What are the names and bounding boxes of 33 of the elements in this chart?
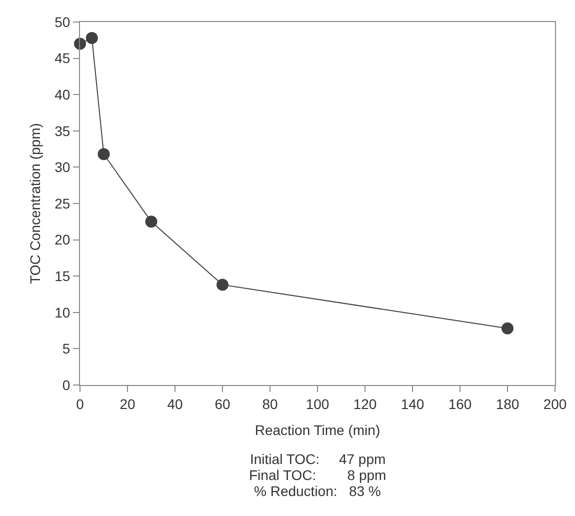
x-tick-label: 200 xyxy=(543,396,567,412)
point xyxy=(86,32,98,44)
y-tick-label: 45 xyxy=(54,50,70,66)
point xyxy=(98,148,110,160)
y-tick-label: 35 xyxy=(54,122,70,139)
x-tick-label: 120 xyxy=(353,396,377,412)
y-tick-label: 10 xyxy=(54,304,70,320)
y-tick-label: 15 xyxy=(54,268,70,284)
y-tick-label: 30 xyxy=(54,159,70,176)
y-tick-label: 5 xyxy=(62,340,70,357)
text: % Reduction: 83 % xyxy=(254,483,381,499)
x-tick-label: 180 xyxy=(496,396,520,412)
y-axis-title: TOC Concentration (ppm) xyxy=(27,123,44,284)
x-tick-label: 20 xyxy=(120,396,136,412)
x-tick-label: 60 xyxy=(214,396,230,412)
text: Initial TOC: 47 ppm xyxy=(250,451,386,467)
x-tick-label: 100 xyxy=(306,396,330,412)
x-tick-label: 80 xyxy=(262,396,278,412)
y-tick-label: 0 xyxy=(62,376,70,393)
point xyxy=(145,216,158,228)
text: Final TOC: 8 ppm xyxy=(249,467,386,483)
x-tick-label: 0 xyxy=(76,396,84,412)
point xyxy=(74,38,86,50)
x-tick-label: 40 xyxy=(167,396,183,412)
y-tick-label: 40 xyxy=(54,86,70,102)
x-axis-title: Reaction Time (min) xyxy=(254,422,380,438)
y-tick-label: 50 xyxy=(54,14,70,30)
point xyxy=(502,322,514,334)
y-tick-label: 25 xyxy=(54,195,70,212)
x-tick-label: 140 xyxy=(400,396,424,412)
y-tick-label: 20 xyxy=(54,232,70,248)
point xyxy=(216,278,228,291)
x-tick-label: 160 xyxy=(448,396,472,412)
